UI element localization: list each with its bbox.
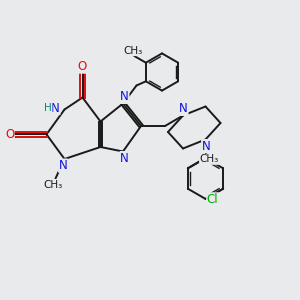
Text: O: O [78,60,87,73]
Text: CH₃: CH₃ [43,179,62,190]
Text: CH₃: CH₃ [123,46,142,56]
Text: Cl: Cl [207,193,218,206]
Text: N: N [120,90,129,104]
Text: N: N [51,101,60,115]
Text: N: N [58,159,68,172]
Text: O: O [5,128,14,141]
Text: H: H [44,103,52,113]
Text: CH₃: CH₃ [200,154,219,164]
Text: N: N [179,102,188,116]
Text: N: N [120,152,129,165]
Text: N: N [202,140,211,153]
